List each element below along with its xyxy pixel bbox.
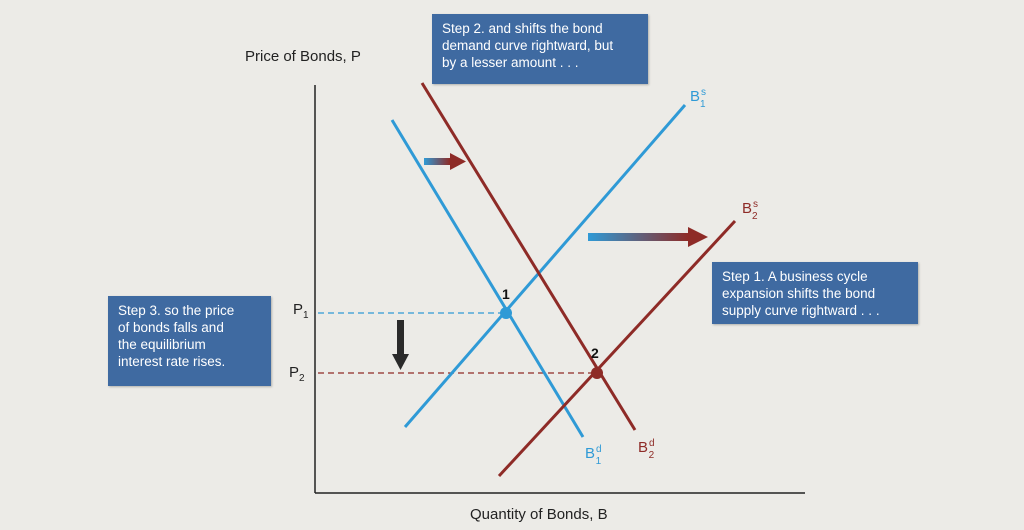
x-axis-title: Quantity of Bonds, B — [470, 506, 608, 523]
point-1-label: 1 — [502, 286, 510, 302]
equilibrium-point-2 — [591, 367, 603, 379]
callout-line: by a lesser amount . . . — [442, 55, 579, 70]
callout-line: of bonds falls and — [118, 320, 224, 335]
y-axis-title: Price of Bonds, P — [245, 48, 361, 65]
demand-curve-1 — [390, 119, 585, 438]
demand-shift-arrow — [424, 153, 466, 170]
callout-line: demand curve rightward, but — [442, 38, 614, 53]
callout-line: Step 1. A business cycle — [722, 269, 868, 284]
p1-label: P1 — [293, 301, 309, 321]
supply-1-label: Bs 1 — [690, 87, 706, 110]
demand-curve-2 — [420, 82, 637, 431]
supply-2-label: Bs 2 — [742, 199, 758, 222]
callout-line: Step 2. and shifts the bond — [442, 21, 603, 36]
supply-shift-arrow — [588, 227, 708, 247]
p2-label: P2 — [289, 364, 305, 384]
point-2-label: 2 — [591, 345, 599, 361]
callout-line: supply curve rightward . . . — [722, 303, 880, 318]
callout-line: Step 3. so the price — [118, 303, 235, 318]
callout-line: the equilibrium — [118, 337, 206, 352]
demand-2-label: Bd 2 — [638, 438, 655, 461]
supply-curve-1 — [403, 104, 687, 428]
demand-1-label: Bd 1 — [585, 444, 602, 467]
equilibrium-point-1 — [500, 307, 512, 319]
step-3-callout: Step 3. so the price of bonds falls and … — [108, 296, 271, 386]
callout-line: interest rate rises. — [118, 354, 226, 369]
price-fall-arrow — [392, 320, 409, 370]
step-2-callout: Step 2. and shifts the bond demand curve… — [432, 14, 648, 84]
callout-line: expansion shifts the bond — [722, 286, 876, 301]
supply-curve-2 — [497, 219, 737, 478]
step-1-callout: Step 1. A business cycle expansion shift… — [712, 262, 918, 324]
